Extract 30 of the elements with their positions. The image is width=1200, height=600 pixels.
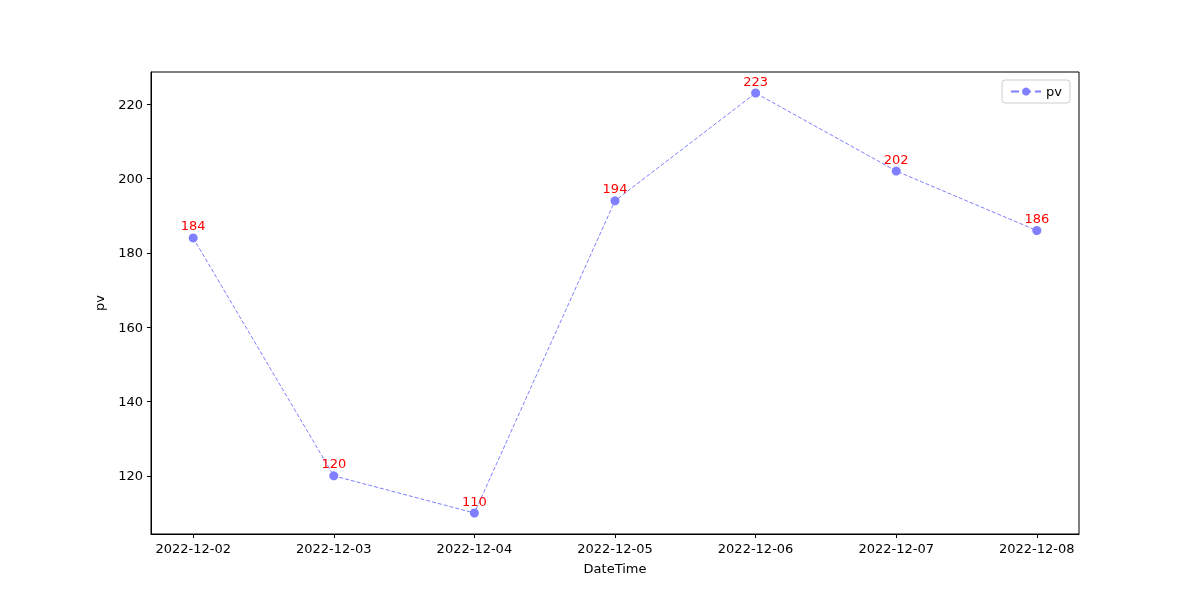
legend-label: pv (1046, 84, 1063, 99)
x-tick-label: 2022-12-07 (858, 541, 934, 556)
data-label: 120 (321, 456, 347, 472)
y-tick-label: 120 (118, 468, 143, 484)
y-axis-title: pv (92, 294, 107, 311)
y-tick-label: 200 (118, 170, 143, 186)
point (610, 196, 620, 206)
point (751, 88, 761, 98)
x-tick-label: 2022-12-03 (296, 541, 372, 556)
x-tick-label: 2022-12-08 (999, 541, 1075, 556)
data-label: 186 (1024, 211, 1050, 227)
data-label: 194 (602, 181, 628, 197)
y-tick-label: 180 (118, 245, 143, 261)
x-tick-label: 2022-12-06 (717, 541, 794, 556)
y-tick-label: 140 (118, 394, 143, 409)
point (329, 471, 339, 481)
point (188, 233, 198, 243)
point (469, 508, 479, 518)
x-tick-label: 2022-12-04 (436, 541, 513, 556)
x-tick-label: 2022-12-05 (577, 541, 653, 556)
point (1032, 226, 1042, 236)
y-tick-label: 220 (118, 96, 143, 112)
x-axis-title: DateTime (583, 561, 647, 576)
x-tick-label: 2022-12-02 (155, 541, 231, 556)
y-tick-label: 160 (118, 319, 143, 335)
data-label: 202 (883, 151, 909, 167)
data-label: 184 (180, 218, 206, 234)
data-label: 223 (743, 73, 769, 89)
point (891, 166, 901, 176)
data-label: 110 (461, 493, 487, 509)
